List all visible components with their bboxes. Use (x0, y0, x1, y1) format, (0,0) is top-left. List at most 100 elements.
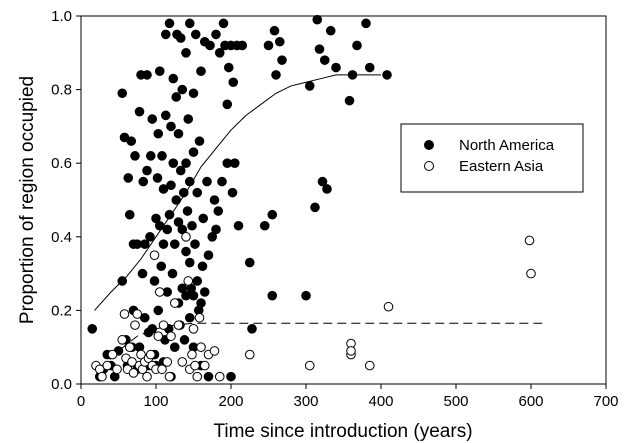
point-north-america-153 (344, 95, 355, 106)
point-eastern-asia-44 (199, 360, 210, 371)
point-north-america-101 (194, 136, 205, 146)
point-eastern-asia-23 (149, 250, 160, 260)
point-north-america-59 (166, 180, 176, 191)
point-north-america-106 (198, 213, 209, 224)
point-north-america-51 (160, 110, 171, 121)
point-north-america-12 (123, 173, 134, 183)
point-eastern-asia-25 (153, 331, 164, 341)
point-north-america-7 (117, 276, 128, 286)
plot-border (80, 15, 607, 385)
point-eastern-asia-10 (124, 342, 135, 353)
point-eastern-asia-33 (173, 320, 184, 330)
point-north-america-145 (310, 202, 320, 213)
point-north-america-144 (304, 81, 315, 91)
point-eastern-asia-28 (158, 320, 169, 330)
point-north-america-129 (229, 158, 240, 168)
legend-box (400, 123, 584, 193)
point-eastern-asia-2 (97, 371, 107, 382)
legend: North America Eastern Asia (400, 123, 584, 193)
point-eastern-asia-46 (209, 346, 220, 356)
point-eastern-asia-4 (107, 349, 118, 360)
point-north-america-84 (182, 206, 193, 216)
legend-label-north-america: North America (459, 137, 555, 154)
point-eastern-asia-7 (119, 309, 130, 319)
x-tick-label-100: 100 (143, 393, 168, 410)
point-north-america-27 (139, 239, 150, 249)
point-north-america-8 (117, 88, 128, 99)
point-north-america-93 (188, 290, 199, 301)
point-eastern-asia-48 (244, 349, 255, 360)
point-north-america-119 (217, 176, 227, 187)
point-north-america-32 (145, 232, 155, 242)
point-north-america-155 (352, 40, 362, 51)
point-eastern-asia-19 (142, 371, 152, 382)
point-eastern-asia-14 (132, 309, 143, 319)
point-north-america-61 (167, 268, 178, 279)
point-north-america-37 (149, 276, 160, 286)
point-north-america-104 (196, 66, 206, 76)
point-north-america-99 (192, 187, 203, 198)
point-north-america-112 (205, 40, 215, 51)
point-north-america-154 (347, 70, 358, 80)
fit-lines (94, 74, 546, 370)
point-north-america-74 (175, 33, 186, 43)
point-north-america-137 (267, 290, 278, 301)
point-north-america-109 (202, 176, 212, 187)
fit-line-eastern-asia (99, 322, 546, 370)
point-north-america-146 (312, 14, 323, 25)
plot-area (80, 15, 607, 385)
point-north-america-141 (274, 36, 285, 47)
point-eastern-asia-39 (188, 324, 199, 334)
point-north-america-45 (156, 261, 167, 272)
point-north-america-124 (223, 62, 234, 73)
y-tick-label-0: 0.0 (51, 376, 72, 393)
point-north-america-65 (169, 239, 180, 249)
point-eastern-asia-40 (190, 360, 200, 371)
point-north-america-34 (147, 324, 158, 334)
point-eastern-asia-12 (128, 368, 139, 378)
point-north-america-125 (226, 371, 236, 382)
point-north-america-127 (227, 187, 238, 198)
point-north-america-86 (184, 312, 195, 323)
point-eastern-asia-56 (526, 268, 536, 279)
point-north-america-111 (203, 250, 214, 260)
point-north-america-24 (137, 268, 148, 279)
point-north-america-133 (244, 257, 255, 268)
point-north-america-82 (181, 158, 191, 168)
point-north-america-103 (196, 298, 206, 308)
point-north-america-81 (181, 246, 191, 257)
point-eastern-asia-31 (166, 331, 176, 341)
point-north-america-70 (173, 217, 184, 227)
x-axis-title: Time since introduction (years) (213, 421, 472, 442)
point-north-america-95 (188, 88, 199, 99)
point-north-america-150 (322, 184, 332, 194)
point-north-america-108 (199, 287, 210, 297)
point-north-america-156 (361, 18, 371, 29)
y-tick-label-2: 0.4 (51, 229, 72, 246)
point-eastern-asia-32 (169, 298, 180, 308)
point-north-america-149 (319, 55, 330, 65)
point-north-america-46 (157, 151, 167, 161)
point-eastern-asia-21 (145, 349, 156, 360)
point-eastern-asia-54 (383, 301, 394, 312)
point-north-america-64 (169, 342, 180, 353)
point-north-america-98 (192, 276, 203, 286)
point-eastern-asia-36 (183, 276, 194, 286)
point-north-america-157 (364, 62, 375, 73)
point-eastern-asia-53 (364, 360, 375, 371)
point-north-america-48 (158, 239, 169, 249)
point-north-america-113 (207, 232, 218, 242)
point-north-america-87 (184, 257, 195, 268)
point-eastern-asia-55 (524, 235, 535, 246)
point-eastern-asia-47 (214, 371, 225, 382)
point-north-america-114 (209, 195, 220, 205)
point-north-america-28 (142, 70, 152, 80)
point-north-america-143 (301, 290, 311, 301)
point-eastern-asia-27 (157, 364, 167, 375)
point-eastern-asia-42 (194, 312, 205, 323)
legend-marker-north-america (424, 140, 434, 150)
point-north-america-66 (171, 195, 182, 205)
point-north-america-85 (183, 114, 194, 124)
point-north-america-97 (190, 29, 201, 40)
point-north-america-117 (213, 206, 224, 216)
